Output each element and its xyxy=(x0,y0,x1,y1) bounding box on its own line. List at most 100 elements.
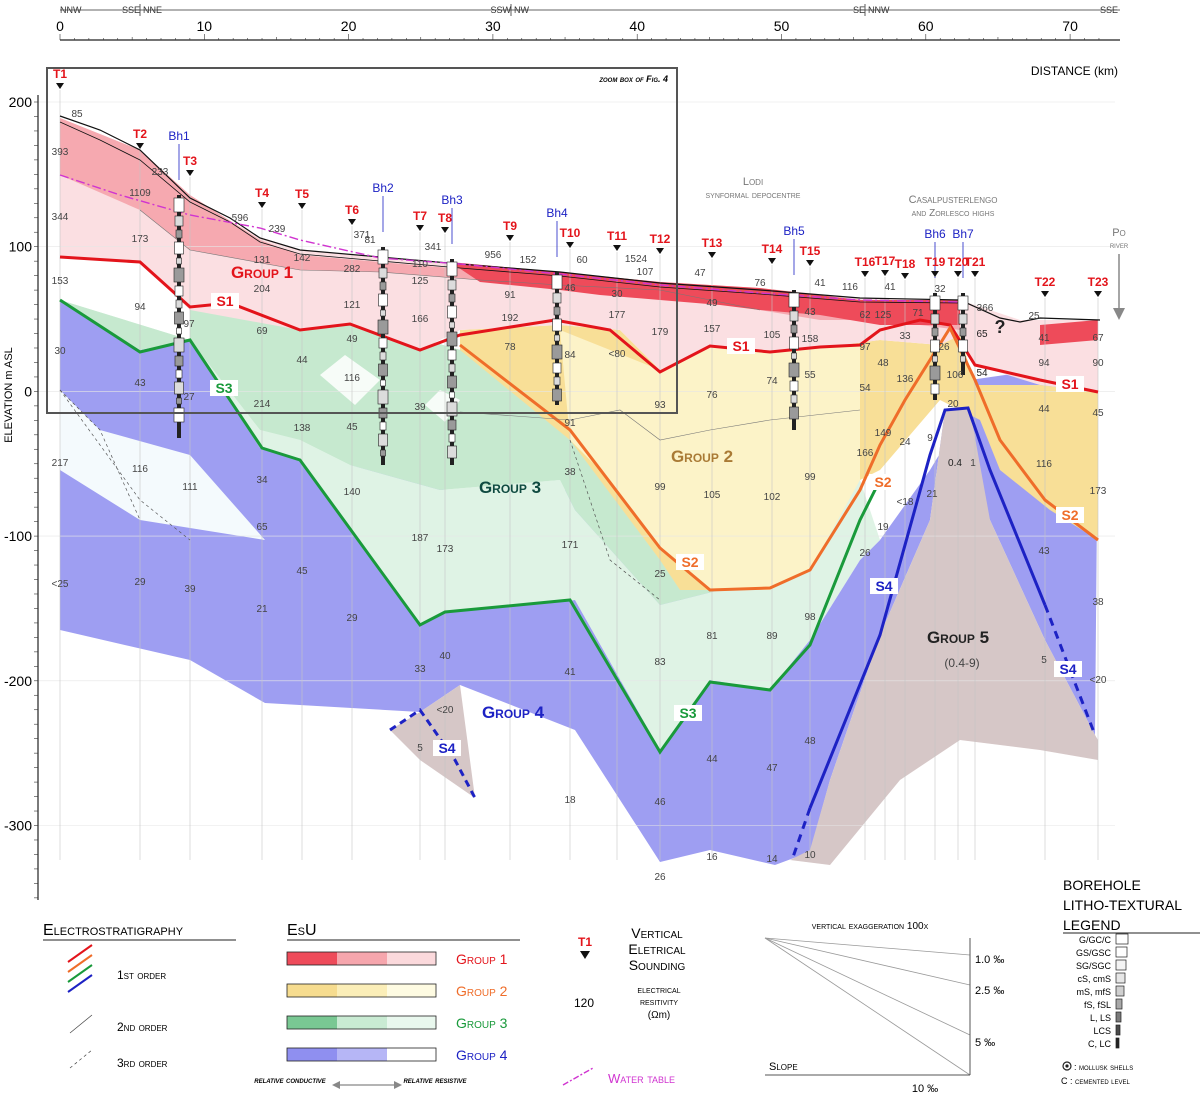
resistivity-value: 111 xyxy=(182,482,198,493)
group5-range: (0.4-9) xyxy=(944,656,979,670)
resistivity-value: 48 xyxy=(804,736,816,747)
resistivity-value: 341 xyxy=(425,242,442,253)
resistivity-value: <20 xyxy=(437,705,454,716)
resistivity-value: 43 xyxy=(1038,546,1050,557)
zoom-box-label: zoom box of Fig. 4 xyxy=(598,74,668,84)
resistivity-value: 10 xyxy=(804,850,816,861)
borehole-class-row: GS/GSC xyxy=(1076,946,1128,958)
resistivity-value: 19 xyxy=(877,522,889,533)
sounding-label-t16: T16 xyxy=(855,255,876,269)
distance-tick-10: 10 xyxy=(197,18,213,34)
resistivity-value: 5 xyxy=(417,743,423,754)
resistivity-value: 136 xyxy=(897,374,914,385)
resistivity-value: 110 xyxy=(412,259,428,270)
resistivity-value: 76 xyxy=(706,390,718,401)
borehole-label-bh1: Bh1 xyxy=(168,129,190,143)
legend-order1-orange xyxy=(67,954,93,973)
legend-order1-label: 1st order xyxy=(117,968,166,982)
elevation-tick-0: 0 xyxy=(24,383,32,399)
resistivity-value: 596 xyxy=(232,213,249,224)
ground-surface-line-2 xyxy=(59,121,961,304)
resistivity-value: 39 xyxy=(184,584,196,595)
s1-label-mid: S1 xyxy=(727,338,755,354)
resistivity-value: 84 xyxy=(564,350,576,361)
resistivity-value: 5 xyxy=(1041,655,1047,666)
resistivity-value: 78 xyxy=(504,342,516,353)
resistivity-value: 55 xyxy=(804,370,816,381)
site-casal-2: and Zorlesco highs xyxy=(912,208,995,219)
mollusk-icon xyxy=(1062,1061,1072,1071)
borehole-class-label: L, LS xyxy=(1090,1013,1111,1023)
legend-res-label-1: electrical xyxy=(637,985,680,996)
sounding-marker xyxy=(901,273,909,279)
resistivity-value: 142 xyxy=(294,253,311,264)
sounding-label-t19: T19 xyxy=(925,255,946,269)
sounding-marker xyxy=(566,242,574,248)
s1-label-west-text: S1 xyxy=(216,293,233,309)
borehole-legend-cemented: C : cemented level xyxy=(1061,1076,1131,1086)
s4-label-west-text: S4 xyxy=(438,740,455,756)
resistivity-value: 62 xyxy=(859,310,871,321)
esu-legend-label-3: Group 3 xyxy=(456,1015,508,1031)
elevation-axis: 200 100 0 -100 -200 -300 ELEVATION m ASL xyxy=(3,94,39,900)
sounding-marker xyxy=(613,245,621,251)
s3-label-mid-text: S3 xyxy=(679,705,696,721)
sounding-label-t4: T4 xyxy=(255,186,269,200)
resistivity-value: 956 xyxy=(485,250,502,261)
elevation-tick--300: -300 xyxy=(4,818,32,834)
esu-legend-row: Group 3 xyxy=(286,1015,508,1031)
distance-tick-50: 50 xyxy=(774,18,790,34)
sounding-marker xyxy=(1094,291,1102,297)
legend-relative-resistive: relative resistive xyxy=(403,1075,467,1085)
resistivity-value: 41 xyxy=(1038,333,1050,344)
legend-water-label: Water table xyxy=(608,1071,675,1086)
sounding-marker xyxy=(881,270,889,276)
elevation-axis-label: ELEVATION m ASL xyxy=(3,347,15,443)
legend-order2-line xyxy=(69,1014,93,1034)
resistivity-value: 152 xyxy=(520,255,537,266)
group5-body xyxy=(790,410,1098,865)
resistivity-value: 16 xyxy=(706,852,718,863)
resistivity-value: 1 xyxy=(970,458,976,469)
s2-label-east: S2 xyxy=(869,474,897,490)
group2-label: Group 2 xyxy=(671,447,733,466)
borehole-label-bh5: Bh5 xyxy=(783,224,805,238)
resistivity-value: 21 xyxy=(256,604,268,615)
borehole-class-row: L, LS xyxy=(1090,1011,1122,1023)
resistivity-value: 46 xyxy=(654,797,666,808)
sounding-marker xyxy=(806,260,814,266)
resistivity-value: 25 xyxy=(654,569,666,580)
surface-s4-line xyxy=(808,406,1047,809)
resistivity-value: 43 xyxy=(134,378,146,389)
resistivity-value: 173 xyxy=(132,234,149,245)
esu-legend-row: Group 4 xyxy=(286,1047,508,1063)
resistivity-value: 49 xyxy=(346,334,358,345)
elevation-tick-100: 100 xyxy=(9,239,33,255)
sounding-marker xyxy=(348,219,356,225)
group1-dark-body-east xyxy=(1040,320,1098,345)
resistivity-value: 39 xyxy=(414,402,426,413)
orientation-sse-1: SSE xyxy=(122,5,140,15)
legend-order1-green xyxy=(67,964,93,983)
resistive-patch-3 xyxy=(60,390,265,540)
site-casal-1: Casalpusterlengo xyxy=(909,194,998,206)
s1-label-east-text: S1 xyxy=(1061,376,1078,392)
sounding-label-t1: T1 xyxy=(53,67,67,81)
esu-legend-row: Group 2 xyxy=(286,983,508,999)
resistivity-value: 97 xyxy=(183,319,195,330)
resistivity-value: 157 xyxy=(704,324,721,335)
resistivity-value: 91 xyxy=(564,418,576,429)
resistivity-value: 179 xyxy=(652,327,669,338)
second-order-line-2 xyxy=(459,409,861,441)
s2-label-mid-text: S2 xyxy=(681,554,698,570)
resistivity-value: 45 xyxy=(346,422,358,433)
sounding-guides xyxy=(38,90,1115,860)
resistivity-value: 177 xyxy=(609,310,626,321)
resistivity-value: 38 xyxy=(564,467,576,478)
borehole-legend-title-1: BOREHOLE xyxy=(1063,877,1141,893)
borehole-label-bh6: Bh6 xyxy=(924,227,946,241)
resistivity-value: 40 xyxy=(439,651,451,662)
sounding-label-t21: T21 xyxy=(965,255,986,269)
third-order-line-3 xyxy=(569,439,661,601)
resistivity-value: 14 xyxy=(766,854,778,865)
